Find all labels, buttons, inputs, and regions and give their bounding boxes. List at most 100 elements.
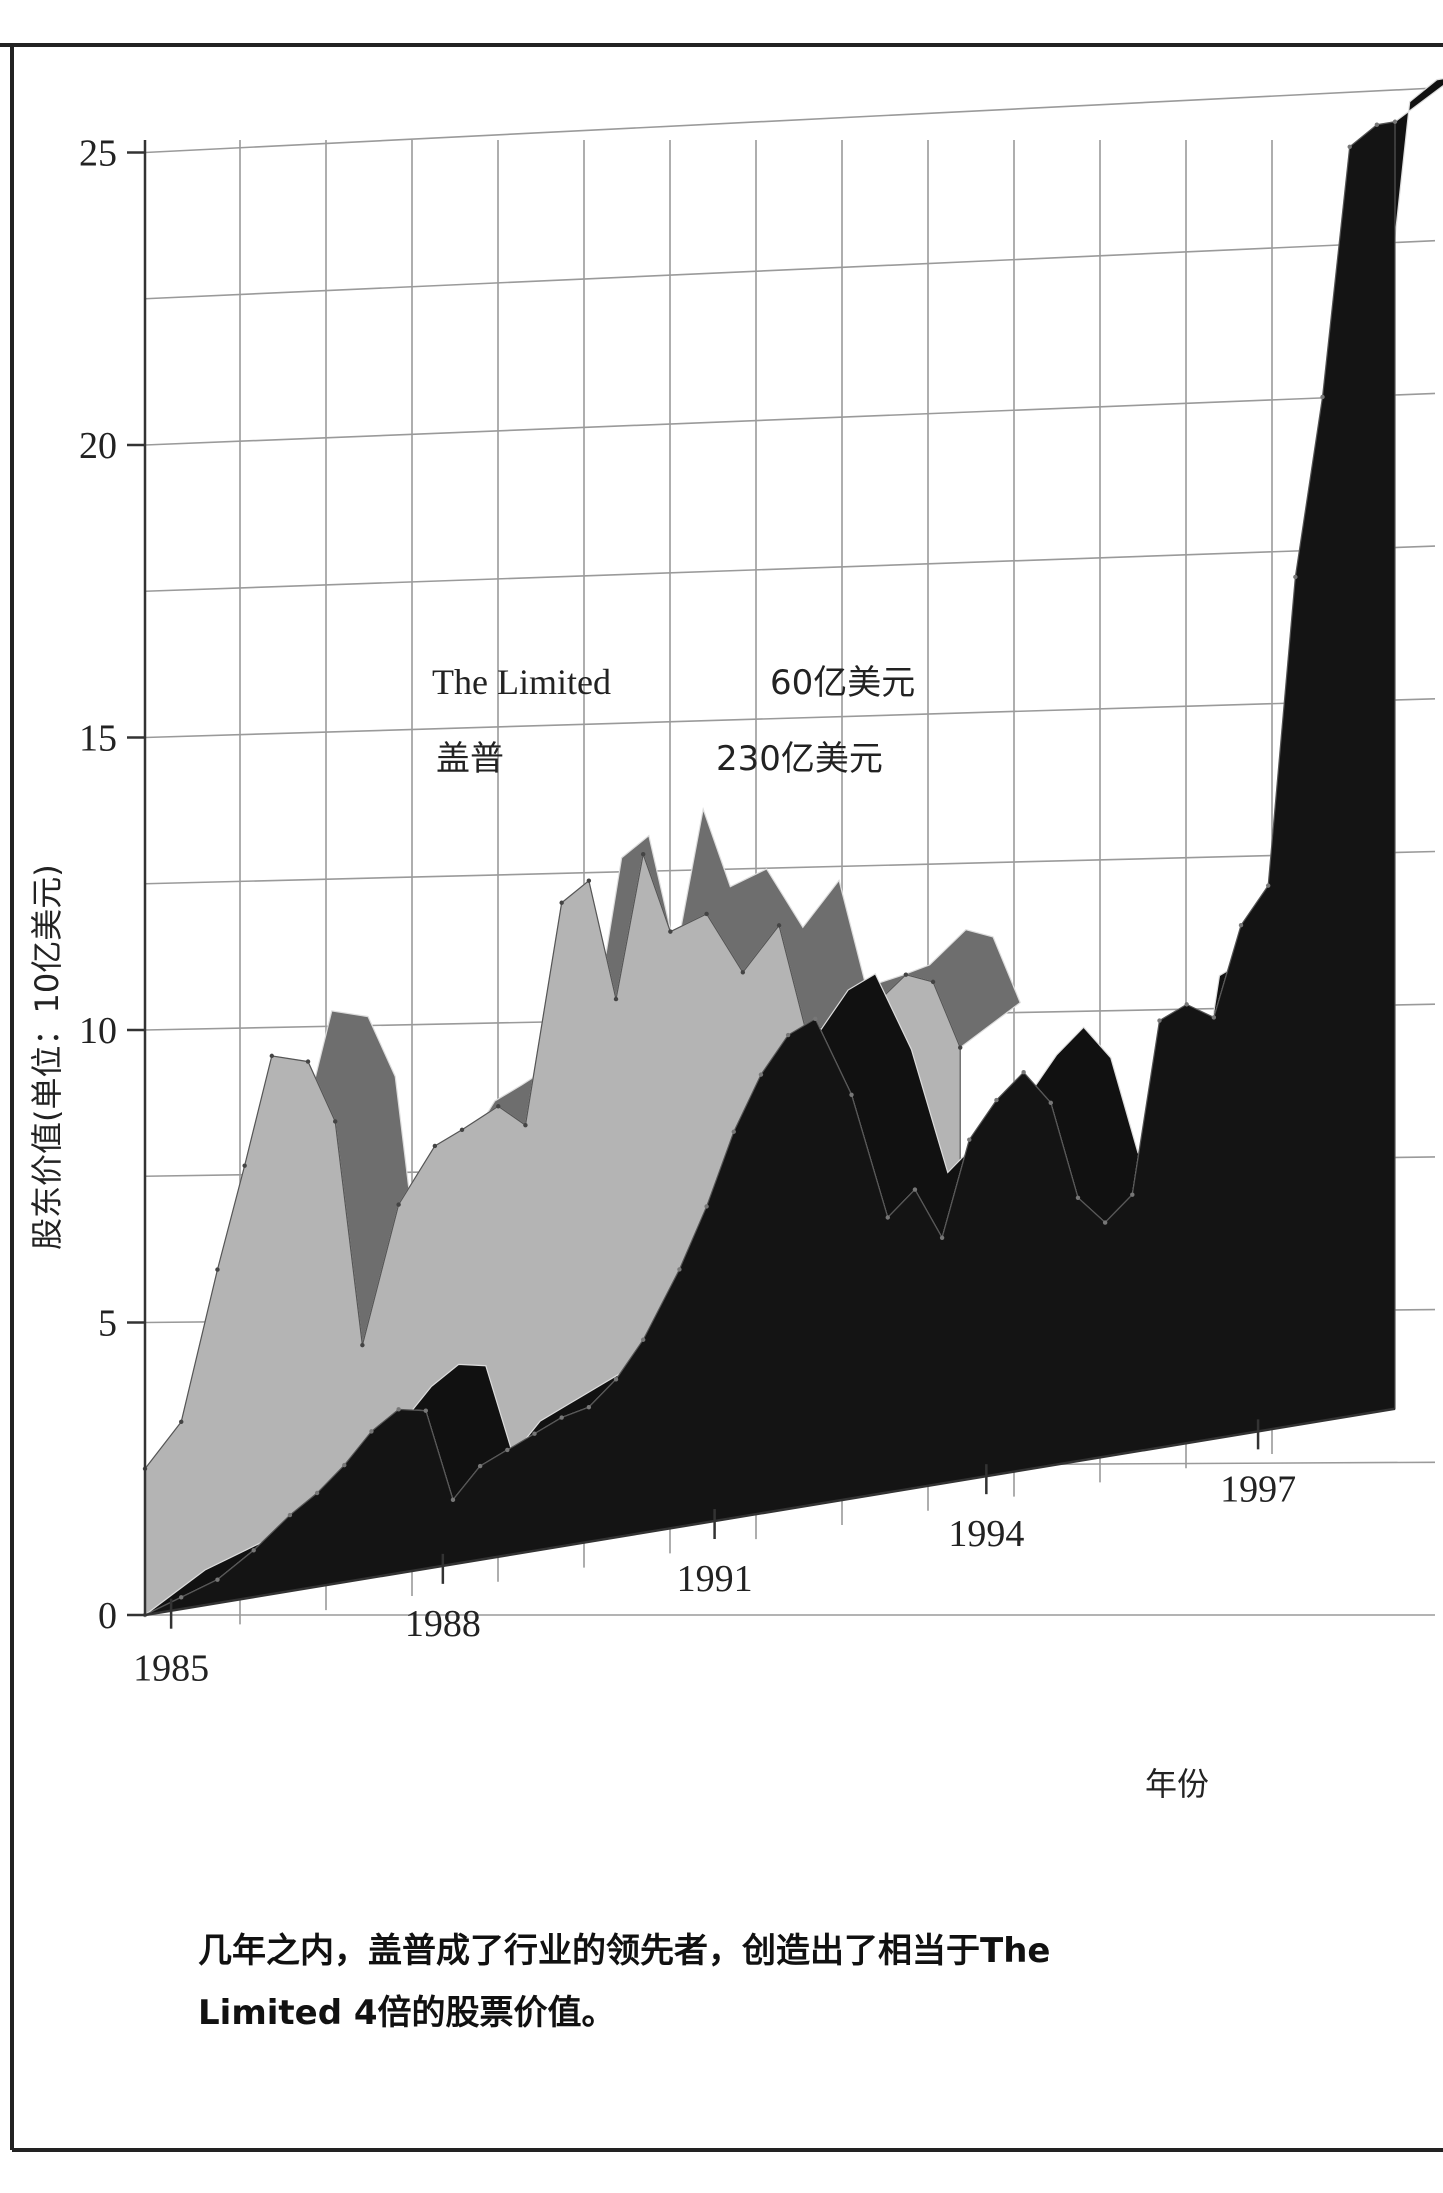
point-1-20: [731, 1129, 736, 1134]
point-0-4: [269, 1053, 275, 1059]
legend-value-limited: 60亿美元: [770, 663, 915, 703]
y-tick-label-0: 0: [98, 1595, 117, 1637]
point-1-29: [994, 1097, 999, 1103]
point-1-2: [215, 1577, 220, 1582]
grid-h-12.5: [144, 850, 1436, 885]
point-0-5: [305, 1059, 311, 1064]
point-0-8: [396, 1202, 401, 1207]
point-1-39: [1265, 883, 1271, 888]
x-tick-label-0: 1985: [133, 1648, 209, 1690]
point-0-15: [613, 996, 619, 1002]
x-axis-title: 年份: [1145, 1765, 1209, 1803]
point-1-12: [505, 1447, 510, 1453]
point-1-25: [885, 1215, 890, 1220]
y-tick-label-1: 5: [98, 1303, 117, 1345]
point-1-38: [1238, 923, 1244, 928]
grid-h-17.5: [144, 545, 1436, 593]
point-0-17: [668, 929, 673, 934]
point-0-9: [432, 1143, 438, 1149]
point-1-28: [967, 1137, 972, 1142]
point-0-10: [459, 1127, 465, 1132]
area-series-layer: [142, 78, 1443, 1618]
point-1-24: [849, 1092, 854, 1097]
point-1-17: [640, 1337, 646, 1342]
axes: [143, 140, 1396, 1617]
point-1-7: [369, 1429, 374, 1434]
point-1-1: [179, 1595, 184, 1600]
point-0-12: [523, 1122, 528, 1128]
point-1-42: [1347, 144, 1352, 149]
point-1-43: [1374, 122, 1380, 127]
point-1-9: [423, 1408, 428, 1413]
point-1-35: [1157, 1018, 1162, 1023]
point-1-23: [813, 1016, 818, 1022]
point-1-22: [785, 1032, 791, 1038]
caption-line-2: Limited 4倍的股票价值。: [198, 1993, 616, 2033]
point-1-5: [314, 1490, 320, 1496]
point-1-16: [613, 1377, 619, 1382]
legend: The Limited 60亿美元 盖普 230亿美元: [432, 662, 915, 779]
point-1-3: [251, 1548, 256, 1553]
point-0-25: [930, 979, 936, 985]
point-1-21: [758, 1072, 764, 1077]
grid-h-20: [144, 392, 1436, 446]
point-1-34: [1130, 1192, 1135, 1197]
point-1-27: [939, 1235, 945, 1240]
x-tick-label-1: 1988: [405, 1603, 481, 1645]
point-0-11: [496, 1104, 501, 1109]
point-1-40: [1293, 574, 1298, 580]
point-1-41: [1320, 394, 1325, 400]
grid-h-15: [144, 698, 1436, 739]
point-1-18: [677, 1267, 682, 1272]
legend-value-gap: 230亿美元: [716, 739, 883, 779]
figure-caption: 几年之内，盖普成了行业的领先者，创造出了相当于The Limited 4倍的股票…: [198, 1920, 1248, 2044]
point-1-14: [559, 1415, 564, 1420]
point-0-24: [903, 972, 909, 977]
point-1-36: [1184, 1002, 1189, 1007]
x-tick-label-3: 1994: [948, 1513, 1024, 1555]
point-0-6: [333, 1119, 338, 1124]
point-1-13: [532, 1431, 537, 1436]
point-0-13: [559, 900, 564, 905]
point-1-8: [396, 1407, 401, 1412]
point-1-26: [912, 1187, 918, 1192]
tick-labels: 0 5 10 15 20 25 1985 1988 1991 1994 1997: [79, 133, 1296, 1690]
x-tick-label-4: 1997: [1220, 1468, 1296, 1510]
caption-line-1: 几年之内，盖普成了行业的领先者，创造出了相当于The: [198, 1931, 1051, 1971]
point-1-19: [704, 1204, 709, 1209]
point-1-31: [1048, 1100, 1053, 1106]
x-axis-line: [144, 1407, 1396, 1617]
grid-h-22.5: [144, 239, 1436, 300]
point-0-14: [586, 878, 592, 883]
point-1-10: [450, 1497, 456, 1503]
point-1-44: [1392, 119, 1398, 124]
y-tick-label-4: 20: [79, 425, 117, 467]
point-0-16: [640, 851, 646, 857]
point-0-19: [740, 970, 746, 975]
point-0-7: [360, 1342, 365, 1348]
point-1-4: [287, 1512, 293, 1518]
point-0-18: [704, 911, 709, 917]
point-0-26: [958, 1045, 963, 1050]
x-tick-label-2: 1991: [677, 1558, 753, 1600]
grid-h-25: [144, 87, 1436, 154]
point-1-11: [477, 1463, 483, 1469]
y-axis-title: 股东价值(单位：10亿美元): [28, 864, 66, 1250]
point-1-33: [1102, 1220, 1108, 1225]
y-tick-label-3: 15: [79, 718, 117, 760]
point-1-15: [586, 1405, 592, 1410]
point-1-32: [1075, 1195, 1081, 1201]
y-tick-label-2: 10: [79, 1010, 117, 1052]
y-tick-label-5: 25: [79, 133, 117, 175]
legend-name-gap: 盖普: [436, 739, 504, 779]
point-1-30: [1021, 1070, 1026, 1075]
point-0-1: [179, 1419, 184, 1425]
series-1: [142, 78, 1443, 1618]
point-0-2: [215, 1267, 220, 1272]
point-0-20: [776, 923, 782, 928]
point-1-6: [342, 1462, 347, 1468]
point-1-37: [1211, 1015, 1217, 1020]
legend-name-limited: The Limited: [432, 662, 611, 702]
point-0-3: [242, 1163, 247, 1168]
